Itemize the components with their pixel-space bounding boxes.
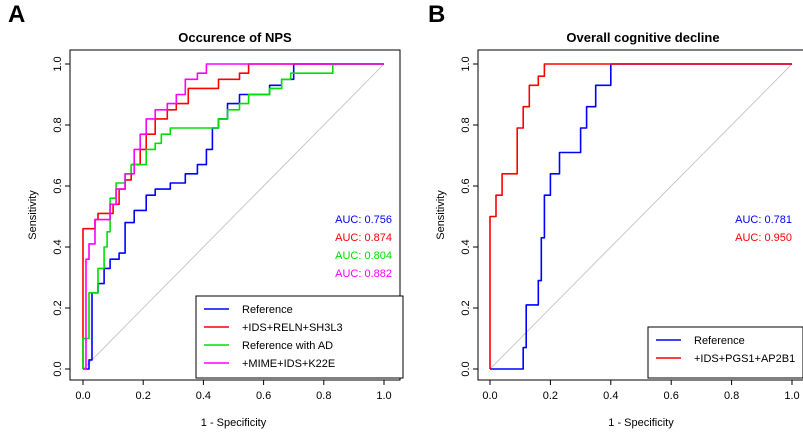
y-axis-label: Sensitivity [27, 190, 39, 240]
x-tick-label: 0.4 [196, 390, 211, 402]
roc-curve [490, 63, 792, 370]
plot-frame [477, 49, 803, 381]
y-tick-label: 0.8 [52, 117, 64, 132]
auc-label: AUC: 0.874 [335, 232, 392, 244]
roc-curve [489, 63, 792, 369]
x-tick-label: 1.0 [376, 390, 391, 402]
y-tick-label: 0.6 [460, 178, 472, 193]
y-tick-label: 0.2 [460, 300, 472, 315]
y-axis-label: Sensitivity [435, 190, 447, 240]
y-tick-label: 0.4 [52, 239, 64, 254]
x-tick-label: 0.8 [724, 390, 739, 402]
x-tick-label: 0.6 [664, 390, 679, 402]
auc-label: AUC: 0.804 [335, 250, 392, 262]
legend: Reference +IDS+RELN+SH3L3 Reference with A… [195, 295, 404, 379]
legend-label: +IDS+PGS1+AP2B1 [694, 353, 795, 365]
panel-letter: B [428, 1, 445, 28]
y-tick-label: 0.8 [460, 117, 472, 132]
x-tick-label: 0.6 [256, 390, 271, 402]
chart-title: Overall cognitive decline [566, 30, 719, 45]
x-tick-label: 0.0 [482, 390, 497, 402]
roc-curve [82, 63, 384, 369]
roc-curve [83, 63, 384, 370]
chart-title: Occurence of NPS [178, 30, 292, 45]
auc-label: AUC: 0.950 [735, 232, 792, 244]
legend-label: Reference [694, 335, 745, 347]
x-tick-label: 1.0 [784, 390, 799, 402]
x-tick-label: 0.2 [543, 390, 558, 402]
legend-box [195, 295, 404, 379]
legend-label: +IDS+RELN+SH3L3 [242, 322, 343, 334]
y-tick-label: 0.2 [52, 300, 64, 315]
plot-frame [69, 49, 401, 381]
y-tick-label: 1.0 [460, 56, 472, 71]
legend-label: Reference [242, 304, 293, 316]
legend-box [647, 326, 803, 379]
auc-label: AUC: 0.882 [335, 268, 392, 280]
x-axis-label: 1 - Specificity [201, 417, 267, 429]
x-tick-label: 0.2 [136, 390, 151, 402]
diagonal-line [82, 63, 385, 370]
auc-label: AUC: 0.756 [335, 214, 392, 226]
diagonal-line [489, 63, 793, 370]
y-tick-label: 1.0 [52, 56, 64, 71]
auc-label: AUC: 0.781 [735, 214, 792, 226]
chart-panel-a: A Occurence of NPS 0.0 0.2 0.4 0.6 0.8 1.0 0.0 0.… [8, 1, 404, 429]
x-tick-label: 0.4 [603, 390, 618, 402]
x-tick-label: 0.0 [75, 390, 90, 402]
x-axis-label: 1 - Specificity [608, 417, 674, 429]
y-tick-label: 0.0 [52, 361, 64, 376]
x-tick-label: 0.8 [316, 390, 331, 402]
y-tick-label: 0.0 [460, 361, 472, 376]
chart-panel-b: B Overall cognitive decline 0.0 0.2 0.4 0.6 0.… [428, 1, 803, 429]
legend-label: +MIME+IDS+K22E [242, 358, 335, 370]
roc-curve [83, 63, 384, 370]
legend: Reference +IDS+PGS1+AP2B1 [647, 326, 803, 379]
legend-label: Reference with AD [242, 340, 333, 352]
y-tick-label: 0.6 [52, 178, 64, 193]
panel-letter: A [8, 1, 25, 28]
y-tick-label: 0.4 [460, 239, 472, 254]
